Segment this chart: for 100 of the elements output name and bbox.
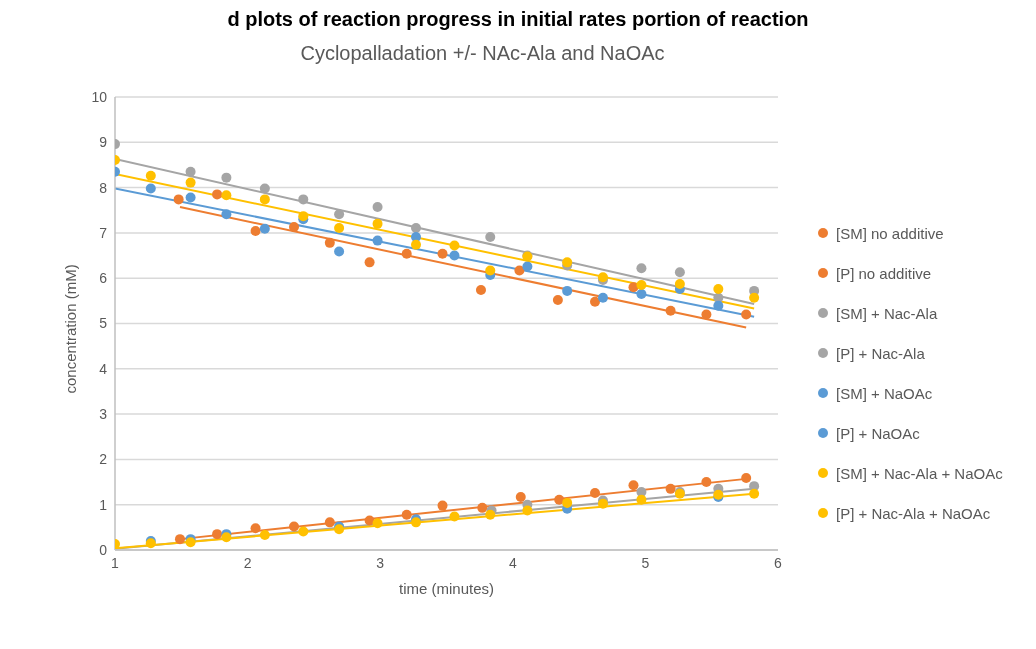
point bbox=[259, 223, 270, 234]
point bbox=[372, 202, 383, 213]
point bbox=[701, 477, 712, 488]
y-tick-label: 4 bbox=[99, 360, 108, 377]
x-tick-label: 5 bbox=[641, 554, 650, 571]
point bbox=[449, 250, 460, 261]
point bbox=[221, 190, 232, 201]
point bbox=[437, 248, 448, 259]
point bbox=[636, 494, 647, 505]
point bbox=[250, 226, 261, 237]
point bbox=[449, 511, 460, 522]
point bbox=[372, 518, 383, 529]
x-tick-label: 2 bbox=[243, 554, 252, 571]
point bbox=[212, 529, 223, 540]
x-tick-label: 1 bbox=[111, 554, 120, 571]
point bbox=[665, 483, 676, 494]
point bbox=[334, 222, 345, 233]
point bbox=[522, 261, 533, 272]
point bbox=[185, 177, 196, 188]
x-tick-label: 6 bbox=[774, 554, 783, 571]
point bbox=[514, 265, 525, 276]
point bbox=[554, 494, 565, 505]
point bbox=[221, 172, 232, 183]
point bbox=[552, 294, 563, 305]
point bbox=[522, 505, 533, 516]
point bbox=[590, 296, 601, 307]
point bbox=[749, 488, 760, 499]
y-tick-label: 10 bbox=[91, 88, 108, 105]
y-tick-label: 3 bbox=[99, 406, 108, 423]
point bbox=[259, 194, 270, 205]
point bbox=[597, 292, 608, 303]
point bbox=[628, 480, 639, 491]
y-tick-label: 1 bbox=[99, 496, 108, 513]
point bbox=[250, 523, 261, 534]
point bbox=[701, 309, 712, 320]
point bbox=[665, 305, 676, 316]
legend-label: [P] + Nac-Ala + NaOAc bbox=[836, 504, 991, 522]
point bbox=[289, 521, 300, 532]
point bbox=[741, 472, 752, 483]
point bbox=[145, 183, 156, 194]
point bbox=[334, 209, 345, 220]
point bbox=[713, 300, 724, 311]
x-tick-label: 3 bbox=[376, 554, 385, 571]
point bbox=[485, 231, 496, 242]
point bbox=[334, 246, 345, 257]
point bbox=[562, 285, 573, 296]
point bbox=[324, 237, 335, 248]
point bbox=[411, 222, 421, 233]
point bbox=[674, 279, 685, 290]
point bbox=[173, 194, 184, 205]
legend-label: [SM] no additive bbox=[836, 224, 944, 242]
point bbox=[562, 497, 573, 508]
point bbox=[628, 282, 639, 293]
point bbox=[741, 309, 752, 320]
point bbox=[636, 289, 647, 300]
legend-label: [SM] + Nac-Ala bbox=[836, 304, 938, 322]
point bbox=[449, 240, 460, 251]
point bbox=[298, 194, 309, 205]
point bbox=[364, 257, 375, 268]
x-tick-label: 4 bbox=[508, 554, 517, 571]
point bbox=[713, 284, 724, 295]
point bbox=[411, 239, 421, 250]
legend-label: [P] + Nac-Ala bbox=[836, 344, 925, 362]
point bbox=[145, 170, 156, 181]
y-tick-label: 5 bbox=[99, 315, 108, 332]
y-tick-label: 2 bbox=[99, 451, 108, 468]
legend-label: [P] no additive bbox=[836, 264, 932, 282]
chart-title: Cyclopalladation +/- NAc-Ala and NaOAc bbox=[299, 42, 666, 65]
legend-label: [P] + NaOAc bbox=[836, 424, 920, 442]
y-tick-label: 0 bbox=[99, 541, 108, 558]
point bbox=[475, 284, 486, 295]
point bbox=[401, 248, 412, 259]
point bbox=[636, 263, 647, 274]
point bbox=[185, 166, 196, 177]
point bbox=[674, 267, 685, 278]
x-axis-title: time (minutes) bbox=[398, 580, 495, 597]
text: d plots of reaction progress in initial rates portion of reaction bbox=[226, 8, 810, 31]
point bbox=[324, 517, 335, 528]
y-tick-label: 6 bbox=[99, 270, 108, 287]
point bbox=[298, 526, 309, 537]
point bbox=[590, 487, 601, 498]
point bbox=[174, 534, 185, 545]
point bbox=[221, 209, 232, 220]
y-tick-label: 8 bbox=[99, 179, 108, 196]
point bbox=[259, 183, 270, 194]
point bbox=[259, 530, 270, 541]
point bbox=[185, 192, 196, 203]
legend-label: [SM] + NaOAc bbox=[836, 384, 933, 402]
point bbox=[289, 222, 300, 233]
point bbox=[477, 502, 488, 513]
point bbox=[372, 235, 383, 246]
point bbox=[372, 218, 383, 229]
point bbox=[636, 280, 647, 290]
point bbox=[515, 492, 526, 502]
point bbox=[401, 509, 412, 520]
point bbox=[212, 189, 223, 200]
point bbox=[437, 500, 448, 511]
legend-label: [SM] + Nac-Ala + NaOAc bbox=[836, 464, 1003, 482]
point bbox=[485, 509, 496, 520]
y-tick-label: 7 bbox=[99, 224, 108, 241]
